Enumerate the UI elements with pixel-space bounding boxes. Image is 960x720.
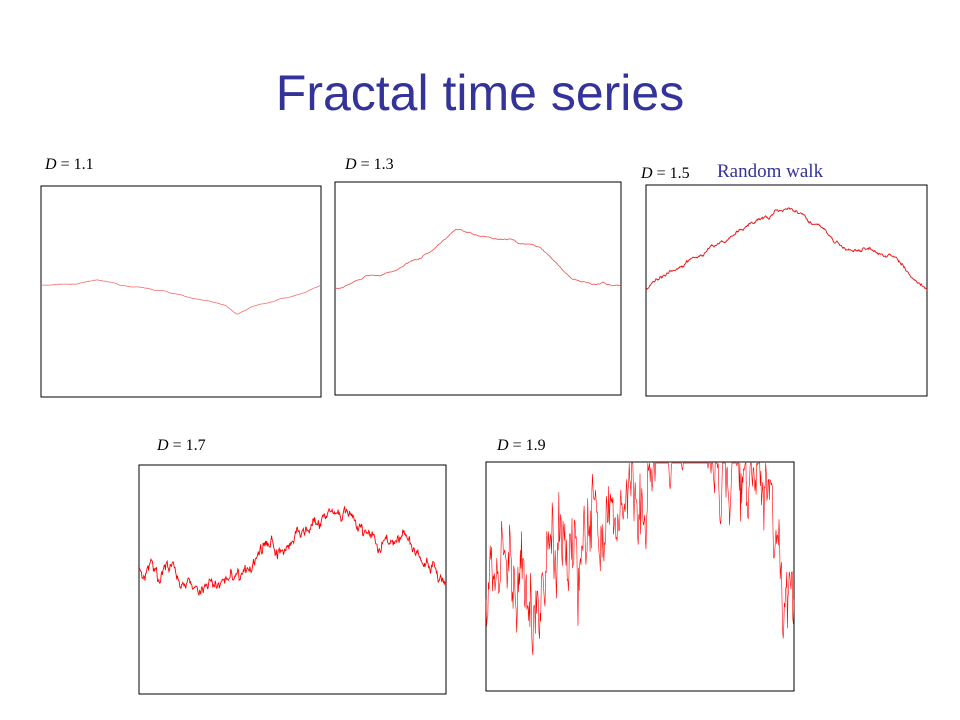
symbol: D [44, 156, 57, 173]
value: = 1.1 [61, 156, 94, 173]
panel-label: D = 1.1 [44, 156, 94, 173]
panel-label: D = 1.9 [496, 437, 546, 454]
series-curve [334, 228, 622, 290]
series-curve [138, 505, 447, 596]
panel-label: D = 1.3 [344, 156, 394, 173]
series-curve [485, 462, 795, 656]
symbol: D [156, 437, 169, 454]
slide-title: Fractal time series [276, 65, 684, 121]
annotation: Random walk [717, 161, 824, 182]
value: = 1.9 [513, 437, 546, 454]
value: = 1.3 [361, 156, 394, 173]
symbol: D [344, 156, 357, 173]
value: = 1.7 [173, 437, 206, 454]
symbol: D [496, 437, 509, 454]
series-curve [41, 279, 322, 315]
series-curve [645, 207, 928, 291]
panel-label: D = 1.5 [640, 165, 690, 182]
panel-frame [334, 181, 622, 396]
panel-frame [40, 185, 322, 398]
panel-frame [138, 464, 447, 695]
symbol: D [640, 165, 653, 182]
value: = 1.5 [657, 165, 690, 182]
panel-label: D = 1.7 [156, 437, 206, 454]
panel-frame [645, 184, 928, 397]
